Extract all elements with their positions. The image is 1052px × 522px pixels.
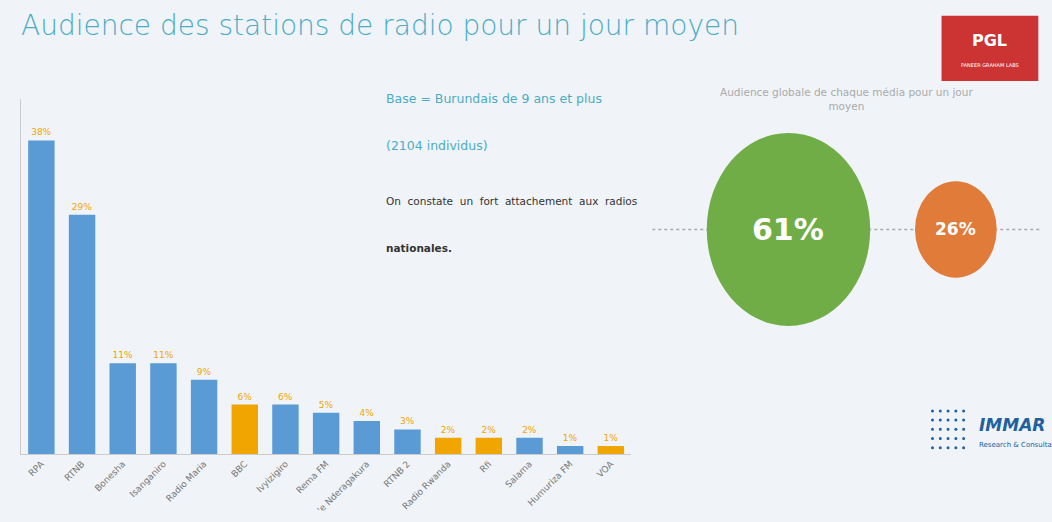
svg-text:IMMAR: IMMAR bbox=[979, 415, 1045, 435]
svg-text:BBC: BBC bbox=[229, 459, 249, 479]
svg-text:6%: 6% bbox=[278, 392, 293, 402]
svg-text:Humuriza FM: Humuriza FM bbox=[526, 459, 575, 508]
svg-text:nationales.: nationales. bbox=[386, 242, 452, 254]
svg-text:PGL: PGL bbox=[972, 31, 1007, 50]
svg-text:Research & Consultancy: Research & Consultancy bbox=[979, 441, 1052, 449]
svg-text:1%: 1% bbox=[603, 433, 618, 443]
svg-text:26%: 26% bbox=[935, 219, 976, 239]
svg-text:Isanganiro: Isanganiro bbox=[128, 459, 169, 500]
svg-text:(2104 individus): (2104 individus) bbox=[386, 138, 488, 153]
svg-text:RPA: RPA bbox=[27, 458, 47, 478]
svg-text:3%: 3% bbox=[400, 416, 415, 426]
svg-text:Base = Burundais de 9 ans et p: Base = Burundais de 9 ans et plus bbox=[386, 91, 602, 106]
svg-text:Rema FM: Rema FM bbox=[294, 459, 330, 495]
svg-text:1%: 1% bbox=[563, 433, 578, 443]
svg-text:38%: 38% bbox=[31, 127, 51, 137]
svg-text:11%: 11% bbox=[153, 350, 173, 360]
svg-text:Salama: Salama bbox=[503, 459, 534, 490]
svg-text:PANEER GRAHAM LABS: PANEER GRAHAM LABS bbox=[961, 62, 1019, 68]
svg-text:2%: 2% bbox=[441, 425, 456, 435]
svg-text:VOA: VOA bbox=[595, 458, 616, 479]
svg-text:RTNB 2: RTNB 2 bbox=[382, 459, 412, 489]
svg-text:Bonesha: Bonesha bbox=[93, 459, 128, 494]
svg-text:Ivyizigiro: Ivyizigiro bbox=[254, 459, 290, 495]
svg-text:Rfi: Rfi bbox=[478, 459, 494, 475]
svg-text:Radio Rwanda: Radio Rwanda bbox=[400, 459, 452, 511]
svg-text:RTNB: RTNB bbox=[63, 459, 87, 483]
svg-text:Radio Maria: Radio Maria bbox=[164, 459, 209, 504]
svg-text:61%: 61% bbox=[752, 212, 824, 247]
svg-text:'e Nderagakura: 'e Nderagakura bbox=[315, 459, 371, 515]
svg-text:9%: 9% bbox=[197, 367, 212, 377]
svg-text:4%: 4% bbox=[359, 408, 374, 418]
svg-text:2%: 2% bbox=[522, 425, 537, 435]
svg-text:11%: 11% bbox=[113, 350, 133, 360]
svg-text:5%: 5% bbox=[319, 400, 334, 410]
svg-text:6%: 6% bbox=[237, 392, 252, 402]
svg-text:Audience globale de chaque méd: Audience globale de chaque média pour un… bbox=[720, 86, 973, 112]
svg-text:2%: 2% bbox=[481, 425, 496, 435]
svg-text:On constate un fort attach: On constate un fort attachement aux radi… bbox=[386, 195, 637, 207]
svg-text:29%: 29% bbox=[72, 202, 92, 212]
svg-text:Audience des stations de radio: Audience des stations de radio pour un j… bbox=[21, 9, 739, 42]
